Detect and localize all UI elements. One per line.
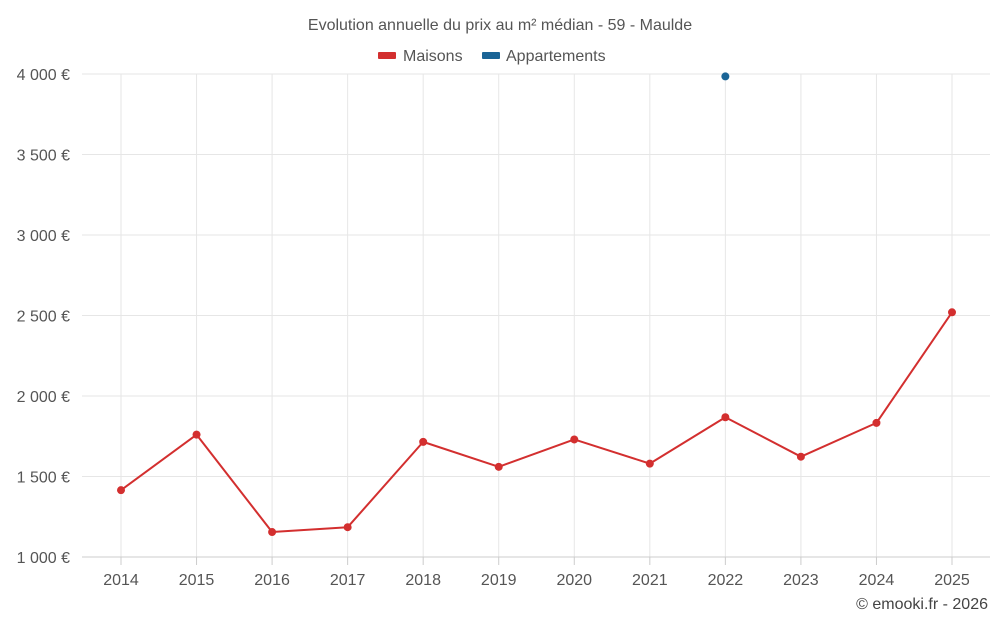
data-point-maisons-2019[interactable] [494, 462, 503, 471]
data-point-maisons-2022[interactable] [721, 413, 730, 422]
x-tick-label: 2015 [179, 572, 215, 589]
data-point-maisons-2014[interactable] [117, 486, 125, 495]
x-tick-label: 2014 [103, 572, 139, 589]
legend-item-maisons[interactable]: Maisons [378, 48, 463, 65]
y-tick-label: 4 000 € [17, 67, 70, 84]
x-tick-label: 2020 [556, 572, 592, 589]
legend-label-appartements: Appartements [506, 48, 606, 65]
x-tick-label: 2017 [330, 572, 366, 589]
data-point-maisons-2024[interactable] [872, 418, 881, 427]
series [117, 72, 956, 537]
chart-title: Evolution annuelle du prix au m² médian … [308, 17, 692, 34]
data-point-maisons-2023[interactable] [796, 452, 805, 461]
grid [82, 73, 990, 558]
data-point-maisons-2017[interactable] [343, 523, 352, 532]
y-tick-label: 3 500 € [17, 148, 70, 165]
y-tick-label: 3 000 € [17, 228, 70, 245]
x-tick-label: 2018 [405, 572, 441, 589]
data-point-maisons-2021[interactable] [645, 459, 654, 468]
x-tick-label: 2016 [254, 572, 290, 589]
x-tick-label: 2022 [708, 572, 744, 589]
legend: Maisons Appartements [378, 48, 606, 65]
x-tick-label: 2023 [783, 572, 819, 589]
credit-text: © emooki.fr - 2026 [856, 596, 988, 613]
x-tick-label: 2025 [934, 572, 970, 589]
data-point-maisons-2020[interactable] [570, 435, 579, 444]
data-point-maisons-2025[interactable] [948, 308, 956, 317]
data-point-maisons-2015[interactable] [192, 430, 201, 439]
legend-swatch-appartements [482, 52, 500, 59]
series-line-maisons [120, 311, 953, 534]
legend-swatch-maisons [378, 52, 396, 59]
legend-label-maisons: Maisons [403, 48, 463, 65]
x-tick-label: 2019 [481, 572, 517, 589]
y-tick-label: 1 500 € [17, 470, 70, 487]
series-maisons [117, 308, 956, 537]
data-point-maisons-2018[interactable] [419, 437, 428, 446]
data-point-maisons-2016[interactable] [268, 528, 277, 537]
data-point-appartements-2022[interactable] [721, 72, 730, 81]
legend-item-appartements[interactable]: Appartements [482, 48, 606, 65]
y-tick-label: 2 000 € [17, 389, 70, 406]
y-tick-label: 1 000 € [17, 550, 70, 567]
y-axis-ticks: 1 000 € 1 500 € 2 000 € 2 500 € 3 000 € 3 500… [17, 67, 70, 567]
series-appartements [721, 72, 730, 81]
x-axis-ticks: 2014 2015 2016 2017 2018 2019 2020 2021 2022 2023… [103, 557, 970, 589]
x-tick-label: 2021 [632, 572, 668, 589]
x-tick-label: 2024 [859, 572, 895, 589]
y-tick-label: 2 500 € [17, 309, 70, 326]
